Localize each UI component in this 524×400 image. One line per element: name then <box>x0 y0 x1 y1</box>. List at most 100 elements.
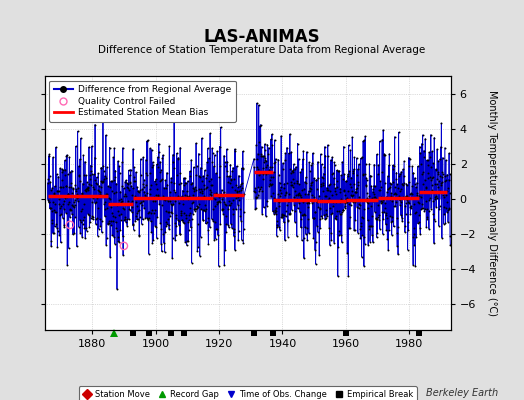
Point <box>76 156 84 162</box>
Y-axis label: Monthly Temperature Anomaly Difference (°C): Monthly Temperature Anomaly Difference (… <box>487 90 497 316</box>
Point <box>357 214 366 220</box>
Point <box>333 167 341 174</box>
Point <box>114 238 123 245</box>
Point <box>303 215 312 222</box>
Point <box>423 206 431 212</box>
Point <box>410 200 418 207</box>
Point <box>107 222 115 228</box>
Point <box>259 204 268 211</box>
Point <box>260 154 269 161</box>
Point <box>104 183 113 189</box>
Point <box>119 193 128 200</box>
Point <box>116 188 125 195</box>
Point <box>445 190 454 196</box>
Point <box>68 167 76 174</box>
Point <box>86 172 94 178</box>
Point <box>64 198 73 205</box>
Point <box>66 214 74 220</box>
Point <box>326 181 334 188</box>
Point <box>118 233 127 240</box>
Point <box>264 168 272 175</box>
Point <box>426 154 434 160</box>
Point <box>191 184 200 190</box>
Point <box>95 188 103 195</box>
Point <box>136 200 144 206</box>
Point <box>68 203 77 210</box>
Point <box>191 207 199 214</box>
Point <box>337 211 346 218</box>
Point <box>169 201 178 208</box>
Point <box>139 184 148 190</box>
Point <box>187 172 195 179</box>
Point <box>66 206 74 212</box>
Point <box>401 202 410 209</box>
Point <box>180 220 189 227</box>
Point <box>397 212 405 218</box>
Point <box>145 208 153 215</box>
Point <box>346 202 355 208</box>
Point <box>87 168 95 174</box>
Point <box>86 162 95 169</box>
Point <box>256 186 265 192</box>
Point <box>345 168 353 174</box>
Point <box>314 197 323 204</box>
Point <box>276 187 285 194</box>
Point <box>234 184 242 190</box>
Point <box>411 209 420 215</box>
Point <box>104 221 112 228</box>
Point <box>394 251 402 258</box>
Point <box>103 191 112 198</box>
Point <box>125 206 134 212</box>
Point <box>298 156 307 162</box>
Point <box>134 208 143 214</box>
Point <box>141 182 150 188</box>
Point <box>303 237 312 244</box>
Point <box>427 164 435 170</box>
Point <box>230 176 238 182</box>
Point <box>421 176 429 183</box>
Point <box>45 153 53 159</box>
Point <box>237 181 245 188</box>
Point <box>162 208 170 214</box>
Point <box>126 179 135 186</box>
Point <box>144 137 152 144</box>
Point <box>427 132 435 138</box>
Point <box>296 192 304 199</box>
Point <box>382 227 390 233</box>
Point <box>192 187 200 193</box>
Point <box>147 218 155 224</box>
Point <box>235 172 243 179</box>
Point <box>101 213 109 220</box>
Point <box>290 180 298 186</box>
Point <box>331 214 339 221</box>
Point <box>67 184 75 190</box>
Point <box>138 186 147 192</box>
Point <box>202 219 211 225</box>
Point <box>374 171 382 178</box>
Point <box>138 195 146 202</box>
Point <box>232 194 240 201</box>
Point <box>150 178 159 184</box>
Point <box>381 210 390 216</box>
Text: LAS-ANIMAS: LAS-ANIMAS <box>204 28 320 46</box>
Point <box>199 217 207 223</box>
Point <box>256 170 264 176</box>
Point <box>166 198 174 204</box>
Point <box>254 166 263 172</box>
Legend: Station Move, Record Gap, Time of Obs. Change, Empirical Break: Station Move, Record Gap, Time of Obs. C… <box>79 386 417 400</box>
Point <box>153 214 161 221</box>
Point <box>262 164 270 170</box>
Point <box>149 198 157 204</box>
Point <box>135 232 144 239</box>
Point <box>115 170 124 176</box>
Point <box>426 174 434 180</box>
Point <box>251 206 259 212</box>
Point <box>45 199 53 205</box>
Point <box>380 150 388 157</box>
Point <box>209 195 217 202</box>
Point <box>410 180 419 187</box>
Point <box>323 142 332 148</box>
Point <box>194 194 203 200</box>
Point <box>129 226 138 233</box>
Point <box>345 201 353 207</box>
